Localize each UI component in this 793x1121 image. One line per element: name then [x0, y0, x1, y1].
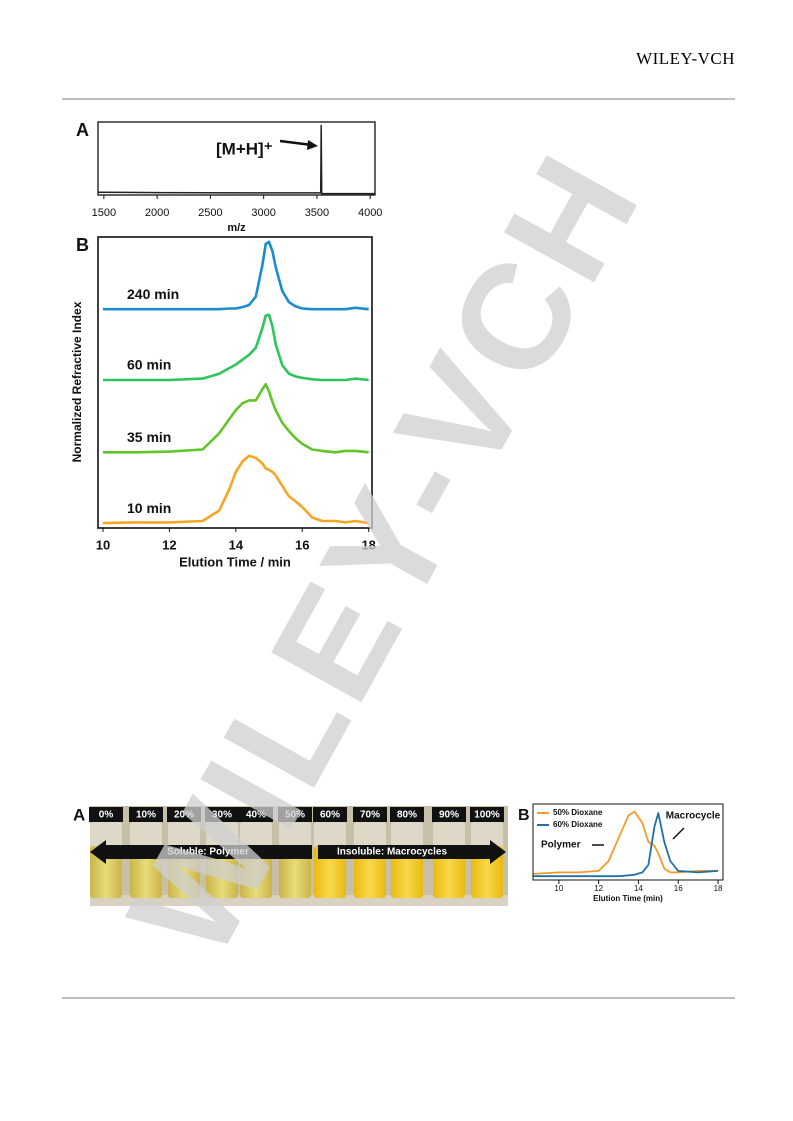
- x-tick-label: 12: [594, 884, 603, 893]
- annotation-arrow: [279, 139, 313, 147]
- x-tick-label: 3500: [305, 207, 329, 219]
- vial-label-box: [353, 807, 387, 822]
- arrow-right: [318, 840, 506, 864]
- arrow-head: [307, 140, 318, 150]
- series-line: [103, 383, 369, 454]
- legend-label: 50% Dioxane: [553, 808, 603, 817]
- x-tick-label: 14: [229, 537, 244, 552]
- series-label: 60 min: [127, 357, 171, 373]
- series-line: [532, 810, 718, 875]
- x-tick-label: 2000: [145, 207, 169, 219]
- spectrum-line: [97, 124, 375, 195]
- vial-label: 40%: [246, 810, 266, 821]
- y-axis-label: Normalized Refractive Index: [70, 301, 84, 462]
- series-label: 35 min: [127, 429, 171, 445]
- annotation: Polymer: [541, 840, 581, 851]
- vial-label-box: [129, 807, 163, 822]
- x-tick-label: 4000: [358, 207, 382, 219]
- legend-label: 60% Dioxane: [553, 820, 603, 829]
- vial-label: 10%: [136, 810, 156, 821]
- vial-label: 70%: [360, 810, 380, 821]
- annotation-arrow: [672, 827, 685, 840]
- vial-label-box: [470, 807, 504, 822]
- panel-label: A: [76, 120, 89, 140]
- plot-frame: [97, 236, 373, 529]
- figures: A 1500 2000 2500 3000 3500 4000 m/z [M+H]⁺ B 10 12 1…: [70, 120, 724, 903]
- series-line: [102, 454, 369, 525]
- x-tick-label: 16: [674, 884, 683, 893]
- x-axis-label: Elution Time (min): [593, 894, 663, 903]
- plot-frame: [97, 121, 376, 196]
- series-label: 240 min: [127, 286, 179, 302]
- plot-frame: [532, 803, 724, 881]
- vial-label: 100%: [474, 810, 500, 821]
- vial-label-box: [313, 807, 347, 822]
- x-tick-label: 1500: [92, 207, 116, 219]
- arrow-label: Insoluble: Macrocycles: [337, 847, 447, 858]
- series-line: [103, 240, 369, 311]
- vial-label: 20%: [174, 810, 194, 821]
- series-line: [103, 313, 369, 382]
- chart: B 10 12 14 16 18 Elution Time / min Normalized …: [70, 235, 376, 570]
- vial-label: 80%: [397, 810, 417, 821]
- x-axis-label: m/z: [227, 222, 246, 234]
- vial-label-box: [278, 807, 312, 822]
- vial-label-box: [167, 807, 201, 822]
- chart: B 10 12 14 16 18 Elution Time (min) 50% Dioxane…: [518, 803, 724, 903]
- vial-label-box: [432, 807, 466, 822]
- chart: A 1500 2000 2500 3000 3500 4000 m/z [M+H]⁺: [76, 120, 382, 234]
- x-tick-label: 12: [162, 537, 176, 552]
- vial-label: 90%: [439, 810, 459, 821]
- x-tick-label: 16: [295, 537, 309, 552]
- vial-label: 0%: [99, 810, 114, 821]
- series-line: [533, 812, 719, 878]
- x-axis-label: Elution Time / min: [179, 554, 291, 569]
- vial-label: 50%: [285, 810, 305, 821]
- x-tick-label: 18: [361, 537, 375, 552]
- panel-label: B: [76, 235, 89, 255]
- arrow-label: Soluble: Polymer: [167, 847, 249, 858]
- publisher-logo: WILEY-VCH: [636, 49, 735, 68]
- vial-photo: 0% 10% 20% 30% 40% 50% 60% 70% 80% 90% 100% Soluble…: [73, 805, 508, 906]
- vial-label: 30%: [212, 810, 232, 821]
- vial-label-box: [239, 807, 273, 822]
- x-tick-label: 14: [634, 884, 643, 893]
- panel-label: B: [518, 807, 530, 824]
- x-tick-label: 3000: [251, 207, 275, 219]
- x-tick-label: 2500: [198, 207, 222, 219]
- vial-label-box: [205, 807, 239, 822]
- arrow-left: [90, 840, 312, 864]
- photo-table: [90, 895, 508, 906]
- vial-label-box: [89, 807, 123, 822]
- vial-label: 60%: [320, 810, 340, 821]
- annotation: [M+H]⁺: [216, 139, 273, 158]
- vial-label-box: [390, 807, 424, 822]
- x-tick-label: 10: [554, 884, 563, 893]
- x-tick-label: 18: [714, 884, 723, 893]
- annotation: Macrocycle: [666, 811, 721, 822]
- x-tick-label: 10: [96, 537, 110, 552]
- series-label: 10 min: [127, 500, 171, 516]
- panel-label: A: [73, 805, 85, 824]
